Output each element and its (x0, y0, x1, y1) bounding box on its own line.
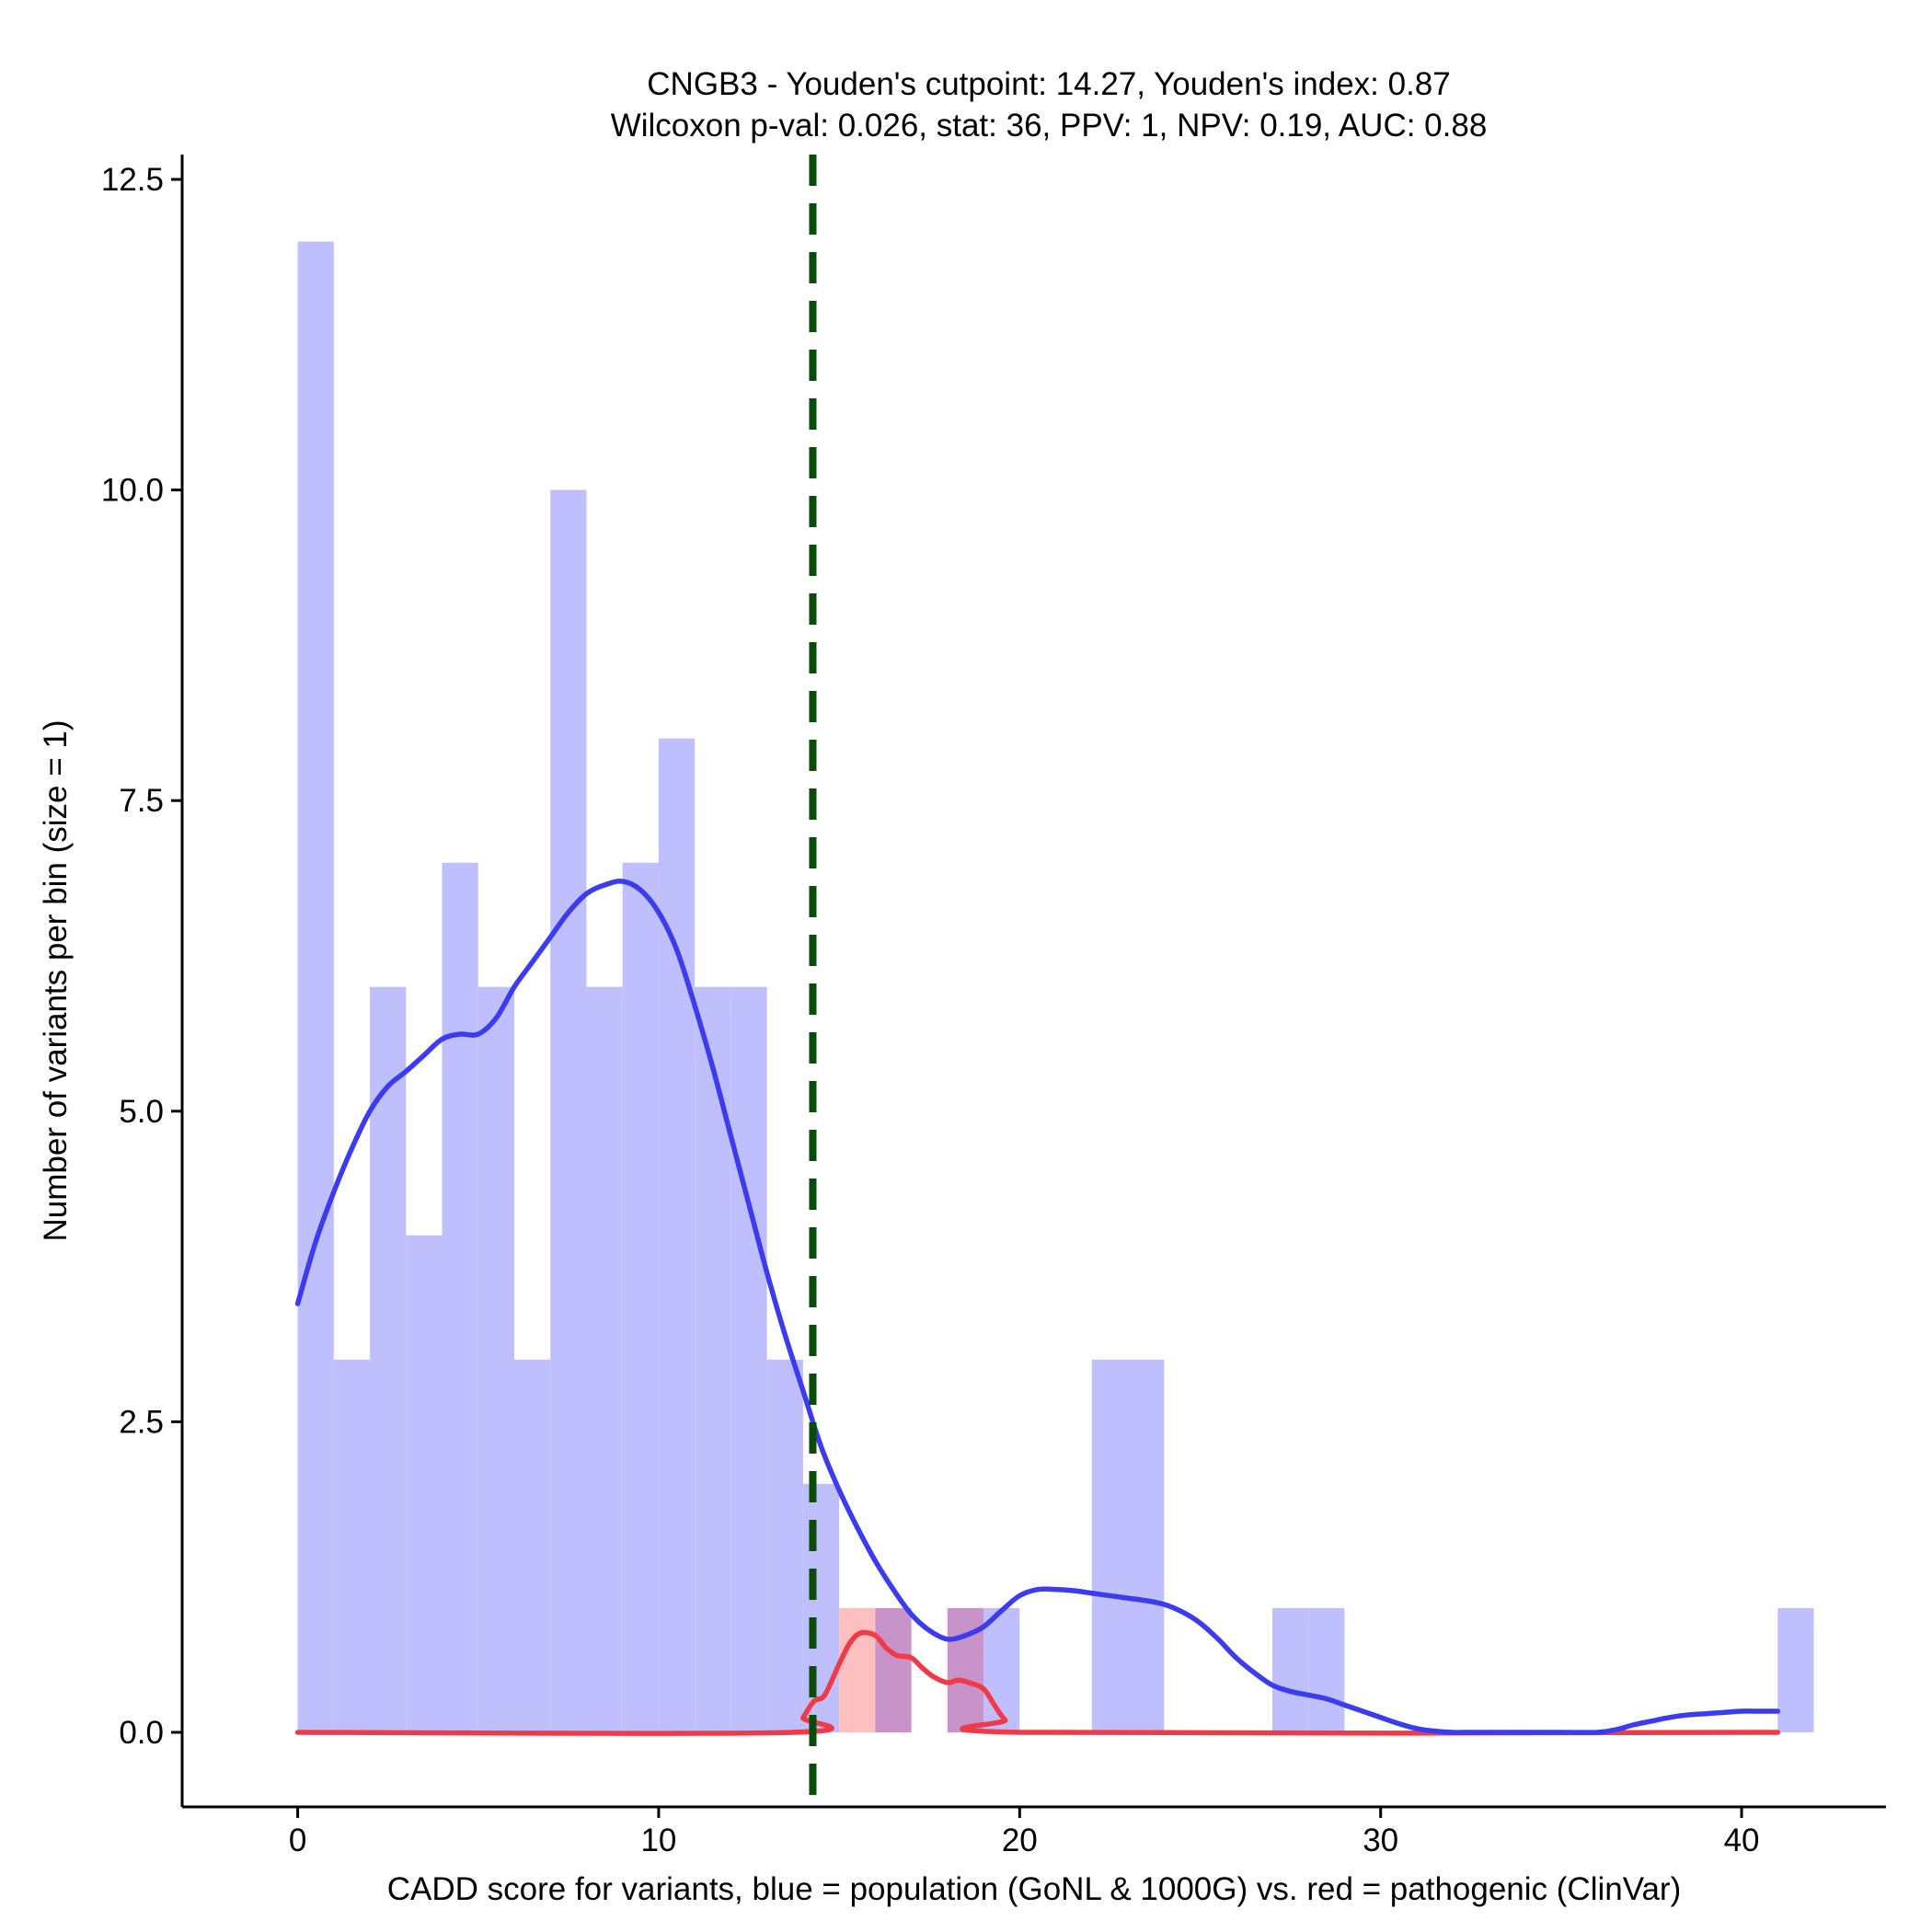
population-bar-10 (658, 738, 696, 1732)
population-bar-12 (730, 986, 767, 1732)
x-tick-label-2: 20 (1002, 1823, 1038, 1858)
chart-title-line-2: Wilcoxon p-val: 0.026, stat: 36, PPV: 1,… (611, 108, 1488, 144)
y-tick-label-2: 5.0 (119, 1094, 164, 1130)
population-bar-22 (1777, 1607, 1814, 1732)
y-tick-label-1: 2.5 (119, 1404, 164, 1440)
population-bar-9 (622, 862, 659, 1732)
population-bar-0 (297, 241, 334, 1732)
y-axis-label: Number of variants per bin (size = 1) (38, 719, 74, 1241)
y-tick-label-0: 0.0 (119, 1715, 164, 1751)
population-bar-19 (1128, 1359, 1165, 1732)
population-bar-8 (586, 986, 623, 1732)
y-axis-ticks: 0.0 2.5 5.0 7.5 10.0 12.5 (101, 162, 182, 1751)
population-histogram (297, 241, 1814, 1732)
overlap-bar-1 (875, 1607, 912, 1732)
population-bar-21 (1308, 1607, 1345, 1732)
x-tick-label-0: 0 (289, 1823, 306, 1858)
y-tick-label-5: 12.5 (101, 162, 164, 198)
population-bar-14 (802, 1483, 840, 1732)
overlap-bar-2 (947, 1607, 984, 1732)
population-bar-13 (766, 1359, 803, 1732)
population-bar-20 (1271, 1607, 1309, 1732)
y-tick-label-3: 7.5 (119, 783, 164, 819)
pathogenic-histogram (839, 1607, 876, 1732)
x-tick-label-1: 10 (640, 1823, 676, 1858)
population-bar-1 (333, 1359, 371, 1732)
population-bar-18 (1091, 1359, 1129, 1732)
pathogenic-bar-0 (839, 1607, 876, 1732)
x-tick-label-3: 30 (1363, 1823, 1398, 1858)
pathogenic-density-line (294, 1629, 1781, 1736)
population-bar-5 (477, 986, 514, 1732)
x-axis-label: CADD score for variants, blue = populati… (387, 1871, 1682, 1907)
x-tick-label-4: 40 (1724, 1823, 1760, 1858)
chart-title-line-1: CNGB3 - Youden's cutpoint: 14.27, Youden… (647, 66, 1450, 102)
population-bar-4 (442, 862, 478, 1732)
population-density-line (294, 879, 1781, 1735)
population-bar-7 (550, 489, 587, 1732)
x-axis-ticks: 0 10 20 30 40 (289, 1807, 1760, 1858)
population-bar-11 (695, 986, 731, 1732)
population-bar-3 (406, 1235, 443, 1732)
y-tick-label-4: 10.0 (101, 473, 164, 509)
population-bar-6 (513, 1359, 551, 1732)
population-bar-2 (370, 986, 407, 1732)
